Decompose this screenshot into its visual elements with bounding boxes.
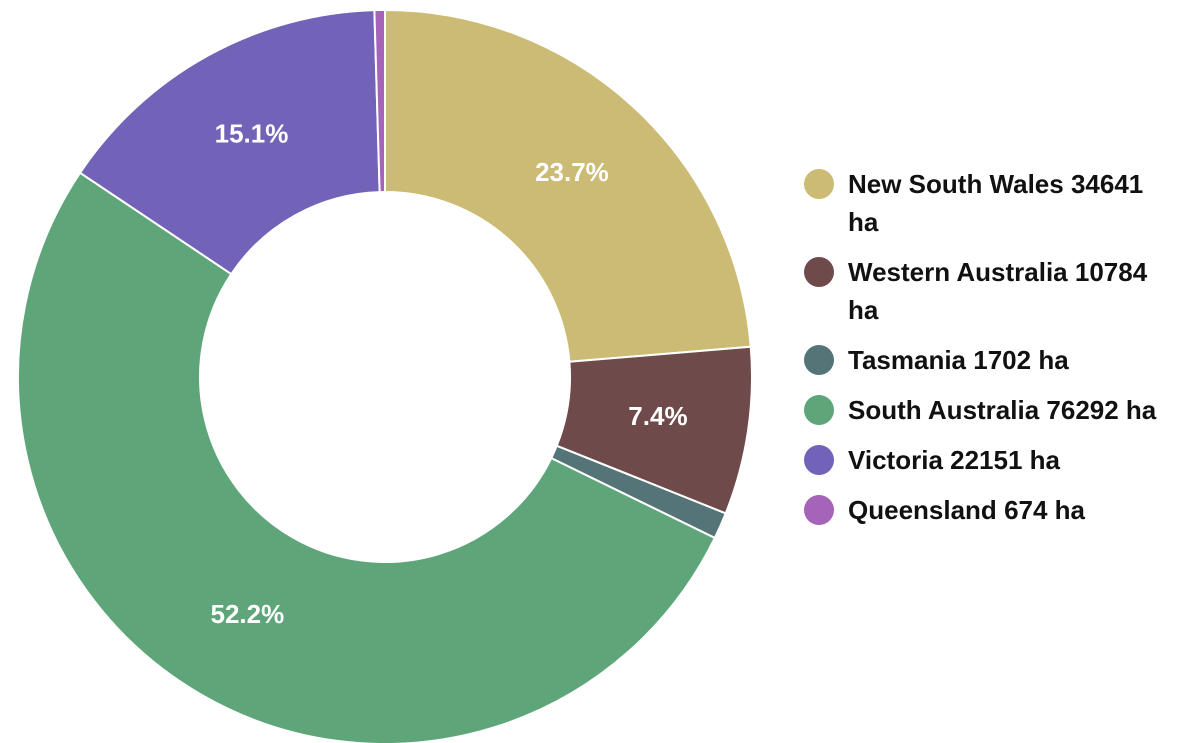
slice-label: 52.2% (211, 599, 285, 629)
legend-item: Queensland 674 ha (804, 491, 1174, 529)
legend-swatch (804, 169, 834, 199)
legend-swatch (804, 445, 834, 475)
legend-text: Victoria 22151 ha (848, 441, 1168, 479)
legend-item: Western Australia 10784 ha (804, 253, 1174, 329)
legend-name: Queensland (848, 495, 997, 525)
legend-item: New South Wales 34641 ha (804, 165, 1174, 241)
donut: 23.7% 7.4% 52.2% 15.1% (17, 8, 753, 743)
legend-value: 76292 ha (1046, 395, 1157, 425)
legend-value: 10784 ha (848, 257, 1148, 325)
legend-value: 34641 ha (848, 169, 1144, 237)
legend-item: South Australia 76292 ha (804, 391, 1174, 429)
legend-value: 22151 ha (950, 445, 1061, 475)
legend-value: 1702 ha (973, 345, 1069, 375)
slice-label: 7.4% (628, 401, 687, 431)
legend-text: Tasmania 1702 ha (848, 341, 1168, 379)
legend-item: Victoria 22151 ha (804, 441, 1174, 479)
slice (78, 9, 381, 276)
slice (373, 8, 386, 194)
legend-item: Tasmania 1702 ha (804, 341, 1174, 379)
legend-value: 674 ha (1004, 495, 1086, 525)
legend-text: Queensland 674 ha (848, 491, 1168, 529)
legend-swatch (804, 257, 834, 287)
legend-swatch (804, 395, 834, 425)
slice (17, 171, 717, 743)
legend-name: South Australia (848, 395, 1040, 425)
legend-text: Western Australia 10784 ha (848, 253, 1168, 329)
slice-label: 23.7% (535, 157, 609, 187)
legend-name: Tasmania (848, 345, 967, 375)
legend-name: Western Australia (848, 257, 1068, 287)
legend-name: Victoria (848, 445, 943, 475)
legend: New South Wales 34641 ha Western Australi… (804, 165, 1174, 541)
legend-text: New South Wales 34641 ha (848, 165, 1168, 241)
legend-swatch (804, 495, 834, 525)
legend-text: South Australia 76292 ha (848, 391, 1168, 429)
slice (384, 8, 752, 363)
legend-swatch (804, 345, 834, 375)
legend-name: New South Wales (848, 169, 1064, 199)
slice-label: 15.1% (215, 118, 289, 148)
